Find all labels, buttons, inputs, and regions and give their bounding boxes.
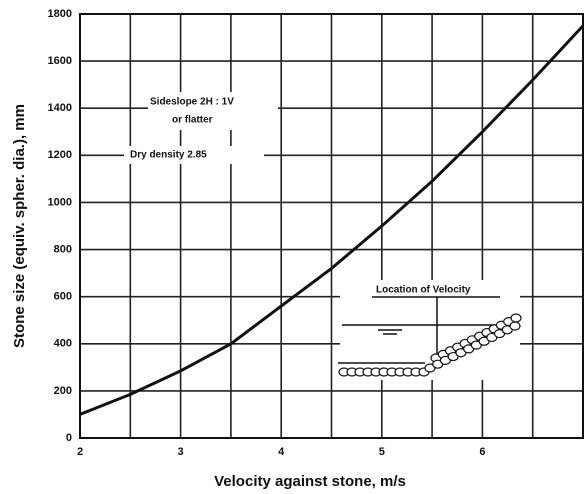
inset-diagram	[338, 296, 522, 377]
y-axis-title: Stone size (equiv. spher. dia.), mm	[11, 104, 28, 348]
annotation: Dry density 2.85	[130, 150, 207, 161]
y-tick-label: 1800	[48, 8, 72, 20]
y-tick-label: 200	[54, 385, 72, 397]
x-tick-label: 2	[77, 446, 83, 458]
x-axis-title: Velocity against stone, m/s	[214, 473, 406, 490]
x-tick-label: 5	[379, 446, 385, 458]
y-tick-label: 400	[54, 338, 72, 350]
y-tick-label: 800	[54, 243, 72, 255]
annotation: Location of Velocity	[376, 285, 471, 296]
stone	[510, 313, 522, 323]
annotation: or flatter	[172, 115, 213, 126]
data-line	[79, 24, 584, 416]
y-tick-label: 1200	[48, 149, 72, 161]
y-tick-label: 0	[66, 432, 72, 444]
stone	[509, 321, 521, 331]
y-tick-label: 1600	[48, 55, 72, 67]
x-tick-label: 6	[479, 446, 485, 458]
plot-frame	[79, 13, 584, 439]
x-tick-label: 4	[278, 446, 285, 458]
annotation-background	[124, 146, 264, 164]
annotation: Sideslope 2H : 1V	[150, 97, 234, 108]
y-tick-label: 600	[54, 291, 72, 303]
annotation-background	[148, 92, 278, 130]
y-tick-label: 1000	[48, 196, 72, 208]
y-tick-label: 1400	[48, 102, 72, 114]
x-tick-label: 3	[178, 446, 184, 458]
